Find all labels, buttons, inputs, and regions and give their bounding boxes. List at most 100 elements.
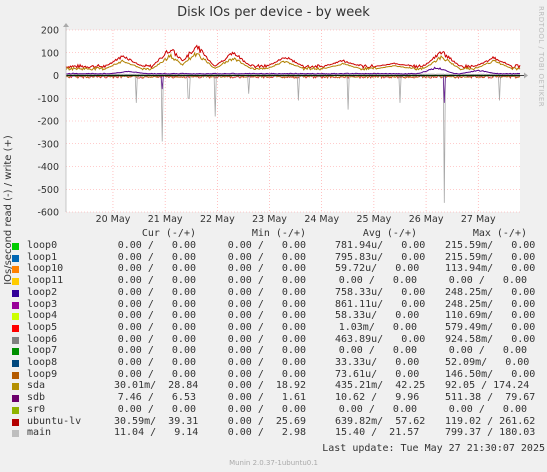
legend-value-avg: 781.94u/ 0.00: [335, 240, 426, 251]
legend-value-max: 0.00 / 0.00: [448, 403, 527, 415]
legend-value-max: 0.00 / 0.00: [448, 275, 527, 287]
legend-value-min: 0.00 / 0.00: [227, 298, 306, 310]
legend-value-max: 110.69m/ 0.00: [445, 310, 536, 322]
legend-name: loop11: [27, 275, 64, 287]
legend-value-max: 113.94m/ 0.00: [445, 263, 536, 275]
legend-value-cur: 0.00 / 0.00: [117, 286, 196, 298]
x-axis-arrow: [524, 72, 528, 79]
grid: [66, 29, 520, 213]
legend-value-max: 248.25m/ 0.00: [445, 298, 536, 310]
y-tick-label: 200: [41, 26, 59, 37]
legend-header-cur: Cur (-/+): [141, 228, 196, 239]
legend-swatch: [12, 278, 19, 286]
legend-value-min: 0.00 / 0.00: [227, 310, 306, 322]
legend-value-min: 0.00 / 0.00: [227, 251, 306, 263]
legend-value-avg: 58.33u/ 0.00: [335, 310, 420, 322]
legend-value-avg: 861.11u/ 0.00: [335, 298, 426, 310]
munin-credit: Munin 2.0.37-1ubuntu0.1: [229, 459, 318, 467]
y-tick-label: -300: [37, 139, 59, 150]
legend-value-min: 0.00 / 25.69: [227, 415, 306, 427]
legend-value-max: 799.37 / 180.03: [445, 427, 536, 439]
legend-swatch: [12, 418, 19, 426]
y-axis-label: IOs/second read (-) / write (+): [2, 135, 14, 285]
legend-value-max: 924.58m/ 0.00: [445, 333, 536, 345]
legend-swatch: [12, 348, 19, 356]
legend-name: loop4: [27, 310, 58, 322]
legend-name: loop3: [27, 298, 58, 310]
legend-name: loop2: [27, 286, 58, 298]
legend-value-min: 0.00 / 0.00: [227, 333, 306, 345]
legend-value-max: 579.49m/ 0.00: [445, 321, 536, 333]
legend-value-min: 0.00 / 0.00: [227, 275, 306, 287]
legend-value-min: 0.00 / 0.00: [227, 403, 306, 415]
legend-name: loop0: [27, 240, 58, 251]
legend-name: main: [27, 427, 52, 439]
legend-swatch: [12, 395, 19, 403]
legend-value-min: 0.00 / 0.00: [227, 368, 306, 380]
legend-value-cur: 11.04 / 9.14: [114, 427, 199, 439]
legend-swatch: [12, 289, 19, 297]
legend-value-max: 52.09m/ 0.00: [445, 357, 530, 368]
legend-value-avg: 73.61u/ 0.00: [335, 368, 420, 380]
x-tick-label: 25 May: [357, 214, 392, 225]
legend-name: loop7: [27, 345, 58, 357]
legend-name: sr0: [27, 403, 46, 415]
legend-name: sda: [27, 380, 46, 392]
legend-value-cur: 30.01m/ 28.84: [114, 380, 199, 392]
legend-value-max: 119.02 / 261.62: [445, 415, 536, 427]
legend-name: loop6: [27, 333, 58, 345]
legend-value-avg: 795.83u/ 0.00: [335, 251, 426, 263]
series-line-write-ubuntu-lv: [65, 44, 521, 70]
legend-name: sdb: [27, 392, 46, 404]
series-line-write-sda: [65, 51, 521, 72]
legend-swatch: [12, 383, 19, 391]
y-tick-label: 0: [53, 71, 59, 82]
legend-value-avg: 33.33u/ 0.00: [335, 357, 420, 368]
legend-value-cur: 0.00 / 0.00: [117, 310, 196, 322]
legend-value-min: 0.00 / 0.00: [227, 321, 306, 333]
legend-value-avg: 59.72u/ 0.00: [335, 263, 420, 275]
legend-value-avg: 10.62 / 9.96: [335, 392, 420, 404]
legend-value-cur: 0.00 / 0.00: [117, 275, 196, 287]
legend-value-max: 146.50m/ 0.00: [445, 368, 536, 380]
y-tick-label: -200: [37, 117, 59, 128]
y-tick-label: 100: [41, 48, 59, 59]
legend-swatch: [12, 406, 19, 414]
legend-swatch: [12, 371, 19, 379]
x-tick-label: 21 May: [148, 214, 183, 225]
legend-value-max: 0.00 / 0.00: [448, 345, 527, 357]
series-line-write-main: [66, 73, 520, 76]
legend-value-max: 215.59m/ 0.00: [445, 251, 536, 263]
legend-name: loop8: [27, 357, 58, 368]
legend-value-avg: 639.82m/ 57.62: [335, 415, 426, 427]
x-tick-label: 26 May: [409, 214, 444, 225]
legend-value-min: 0.00 / 2.98: [227, 427, 306, 439]
legend-value-avg: 0.00 / 0.00: [338, 345, 417, 357]
legend-value-min: 0.00 / 0.00: [227, 345, 306, 357]
chart-title: Disk IOs per device - by week: [177, 5, 370, 20]
legend-name: loop1: [27, 251, 58, 263]
legend-value-min: 0.00 / 1.61: [227, 392, 306, 404]
x-tick-label: 22 May: [200, 214, 235, 225]
legend-swatch: [12, 243, 19, 250]
legend-value-cur: 0.00 / 0.00: [117, 333, 196, 345]
legend-value-cur: 0.00 / 0.00: [117, 240, 196, 251]
plot-area: [66, 30, 520, 212]
legend-value-cur: 30.59m/ 39.31: [114, 415, 199, 427]
legend-value-cur: 0.00 / 0.00: [117, 368, 196, 380]
x-tick-label: 23 May: [252, 214, 287, 225]
legend-value-cur: 0.00 / 0.00: [117, 403, 196, 415]
legend-swatch: [12, 336, 19, 344]
legend-value-avg: 758.33u/ 0.00: [335, 286, 426, 298]
legend-name: ubuntu-lv: [27, 415, 82, 427]
legend-swatch: [12, 430, 19, 438]
legend-value-cur: 0.00 / 0.00: [117, 251, 196, 263]
legend-swatch: [12, 324, 19, 332]
legend-header-max: Max (-/+): [472, 228, 527, 239]
legend-value-max: 511.38 / 79.67: [445, 392, 536, 404]
legend-value-cur: 0.00 / 0.00: [117, 298, 196, 310]
y-tick-label: -100: [37, 94, 59, 105]
legend-swatch: [12, 313, 19, 321]
legend-swatch: [12, 360, 19, 367]
legend-swatch: [12, 301, 19, 309]
